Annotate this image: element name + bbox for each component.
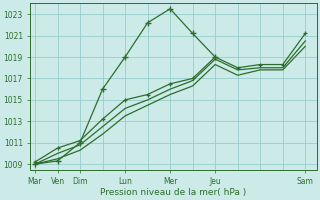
X-axis label: Pression niveau de la mer( hPa ): Pression niveau de la mer( hPa ) [100,188,247,197]
